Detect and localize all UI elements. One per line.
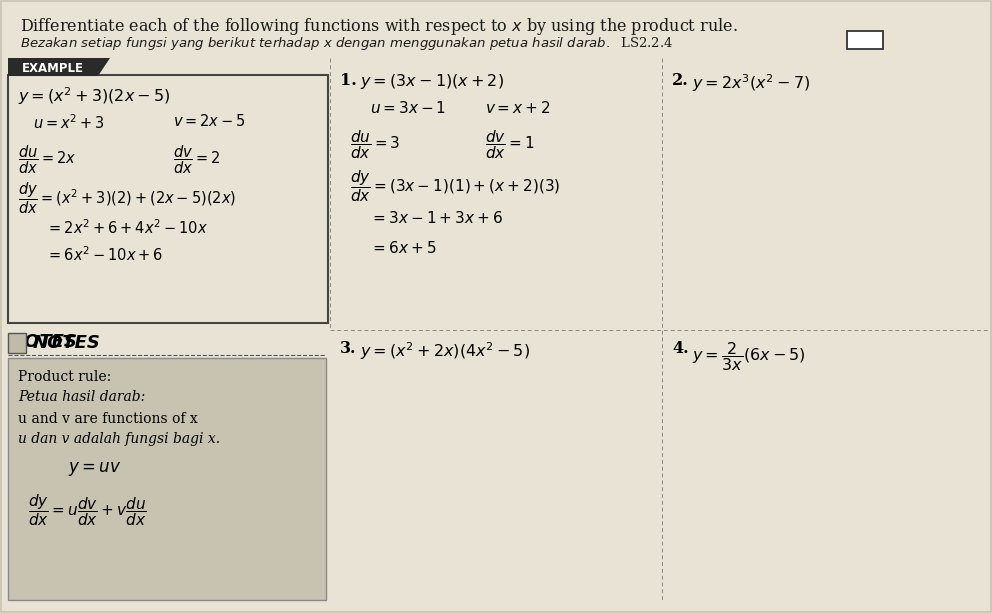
- Text: 1.: 1.: [340, 72, 357, 89]
- Polygon shape: [98, 58, 110, 76]
- Text: PL2: PL2: [853, 34, 877, 47]
- FancyBboxPatch shape: [8, 58, 98, 76]
- Text: $\dfrac{dy}{dx} = (x^2 + 3)(2) + (2x - 5)(2x)$: $\dfrac{dy}{dx} = (x^2 + 3)(2) + (2x - 5…: [18, 180, 236, 216]
- Text: $\dfrac{dv}{dx} = 1$: $\dfrac{dv}{dx} = 1$: [485, 128, 535, 161]
- Text: $y = 2x^3(x^2 - 7)$: $y = 2x^3(x^2 - 7)$: [692, 72, 810, 94]
- FancyBboxPatch shape: [8, 75, 328, 323]
- Text: $= 6x + 5$: $= 6x + 5$: [370, 240, 436, 256]
- Text: $y = (x^2 + 3)(2x - 5)$: $y = (x^2 + 3)(2x - 5)$: [18, 85, 171, 107]
- Text: $y = (x^2 + 2x)(4x^2 - 5)$: $y = (x^2 + 2x)(4x^2 - 5)$: [360, 340, 530, 362]
- Text: $\it{Bezakan\ setiap\ fungsi\ yang\ berikut\ terhadap\ x\ dengan\ menggunakan\ p: $\it{Bezakan\ setiap\ fungsi\ yang\ beri…: [20, 35, 674, 52]
- Text: $\dfrac{du}{dx} = 2x$: $\dfrac{du}{dx} = 2x$: [18, 143, 76, 175]
- Text: 4.: 4.: [672, 340, 688, 357]
- Text: $u = x^2 + 3$: $u = x^2 + 3$: [33, 113, 104, 132]
- Text: $y = \dfrac{2}{3x}(6x - 5)$: $y = \dfrac{2}{3x}(6x - 5)$: [692, 340, 806, 373]
- Text: $v = 2x - 5$: $v = 2x - 5$: [173, 113, 246, 129]
- Text: $\dfrac{dy}{dx} = (3x-1)(1) + (x+2)(3)$: $\dfrac{dy}{dx} = (3x-1)(1) + (x+2)(3)$: [350, 168, 560, 204]
- Text: 2.: 2.: [672, 72, 688, 89]
- Text: Differentiate each of the following functions with respect to $x$ by using the p: Differentiate each of the following func…: [20, 16, 738, 37]
- Text: NOTES: NOTES: [10, 333, 78, 351]
- Text: $u = 3x - 1$: $u = 3x - 1$: [370, 100, 446, 116]
- Text: $= 2x^2 + 6 + 4x^2 - 10x$: $= 2x^2 + 6 + 4x^2 - 10x$: [46, 218, 207, 237]
- Text: $= 3x - 1 + 3x + 6$: $= 3x - 1 + 3x + 6$: [370, 210, 503, 226]
- Text: $v = x + 2$: $v = x + 2$: [485, 100, 551, 116]
- FancyBboxPatch shape: [8, 333, 26, 353]
- Text: 3.: 3.: [340, 340, 356, 357]
- Text: EXAMPLE: EXAMPLE: [22, 61, 84, 75]
- FancyBboxPatch shape: [847, 31, 883, 49]
- FancyBboxPatch shape: [8, 358, 326, 600]
- Text: $\dfrac{dv}{dx} = 2$: $\dfrac{dv}{dx} = 2$: [173, 143, 220, 175]
- Text: $y = (3x - 1)(x + 2)$: $y = (3x - 1)(x + 2)$: [360, 72, 504, 91]
- Text: $\dfrac{du}{dx} = 3$: $\dfrac{du}{dx} = 3$: [350, 128, 401, 161]
- Text: $\dfrac{dy}{dx} = u\dfrac{dv}{dx} + v\dfrac{du}{dx}$: $\dfrac{dy}{dx} = u\dfrac{dv}{dx} + v\df…: [28, 492, 147, 528]
- Text: u and v are functions of x: u and v are functions of x: [18, 412, 197, 426]
- Text: Product rule:: Product rule:: [18, 370, 111, 384]
- Text: Petua hasil darab:: Petua hasil darab:: [18, 390, 145, 404]
- Text: $y = uv$: $y = uv$: [68, 460, 121, 478]
- Text: $= 6x^2 - 10x + 6$: $= 6x^2 - 10x + 6$: [46, 245, 163, 264]
- Text: NOTES: NOTES: [33, 334, 101, 352]
- Text: u dan v adalah fungsi bagi x.: u dan v adalah fungsi bagi x.: [18, 432, 220, 446]
